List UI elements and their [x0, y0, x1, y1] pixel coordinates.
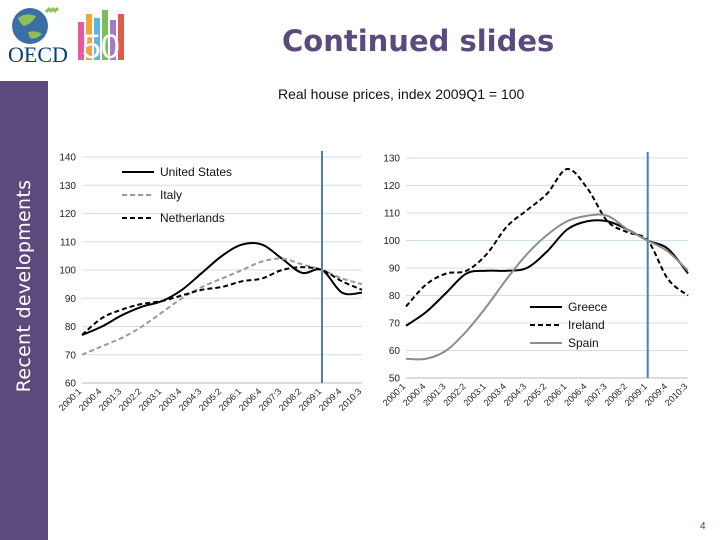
- y-tick-label: 140: [59, 153, 76, 164]
- y-tick-label: 110: [60, 237, 76, 248]
- y-tick-label: 130: [383, 154, 400, 165]
- sidebar: [0, 81, 48, 540]
- y-tick-label: 70: [389, 319, 401, 330]
- y-tick-label: 110: [384, 209, 400, 220]
- series-line-ireland: [405, 168, 689, 308]
- house-price-chart-right: 50607080901001101201302000:12000:42001:3…: [381, 152, 690, 408]
- logo-text: OECD: [8, 42, 68, 66]
- y-tick-label: 120: [59, 209, 76, 220]
- y-tick-label: 60: [389, 346, 401, 357]
- oecd-logo: OECD 50: [6, 4, 134, 67]
- series-line-netherlands: [81, 266, 363, 336]
- page-title: Continued slides: [282, 24, 555, 58]
- y-tick-label: 90: [389, 264, 401, 275]
- y-tick-label: 80: [389, 291, 401, 302]
- y-tick-label: 120: [383, 181, 400, 192]
- y-tick-label: 130: [59, 181, 76, 192]
- legend-label: United States: [160, 165, 232, 179]
- legend-label: Italy: [160, 188, 182, 202]
- series-line-spain: [405, 213, 689, 361]
- y-tick-label: 60: [65, 379, 77, 390]
- legend-label: Spain: [568, 336, 599, 350]
- y-tick-label: 80: [65, 322, 77, 333]
- globe-icon: [12, 8, 48, 44]
- x-tick-label: 2010:3: [337, 386, 364, 413]
- legend-label: Greece: [568, 300, 608, 314]
- y-tick-label: 100: [383, 236, 400, 247]
- series-line-italy: [81, 257, 363, 356]
- series-line-united-states: [81, 241, 363, 336]
- legend-label: Netherlands: [160, 211, 225, 225]
- y-tick-label: 90: [65, 294, 77, 305]
- house-price-chart-left: 607080901001101201301402000:12000:42001:…: [57, 151, 364, 413]
- y-tick-label: 70: [65, 350, 77, 361]
- x-tick-label: 2010:3: [663, 381, 690, 408]
- chart-title: Real house prices, index 2009Q1 = 100: [278, 86, 525, 102]
- y-tick-label: 50: [389, 374, 401, 385]
- logo-number: 50: [82, 28, 120, 66]
- page-number: 4: [700, 521, 706, 532]
- legend-label: Ireland: [568, 318, 605, 332]
- y-tick-label: 100: [59, 266, 76, 277]
- sidebar-label: Recent developments: [13, 179, 35, 393]
